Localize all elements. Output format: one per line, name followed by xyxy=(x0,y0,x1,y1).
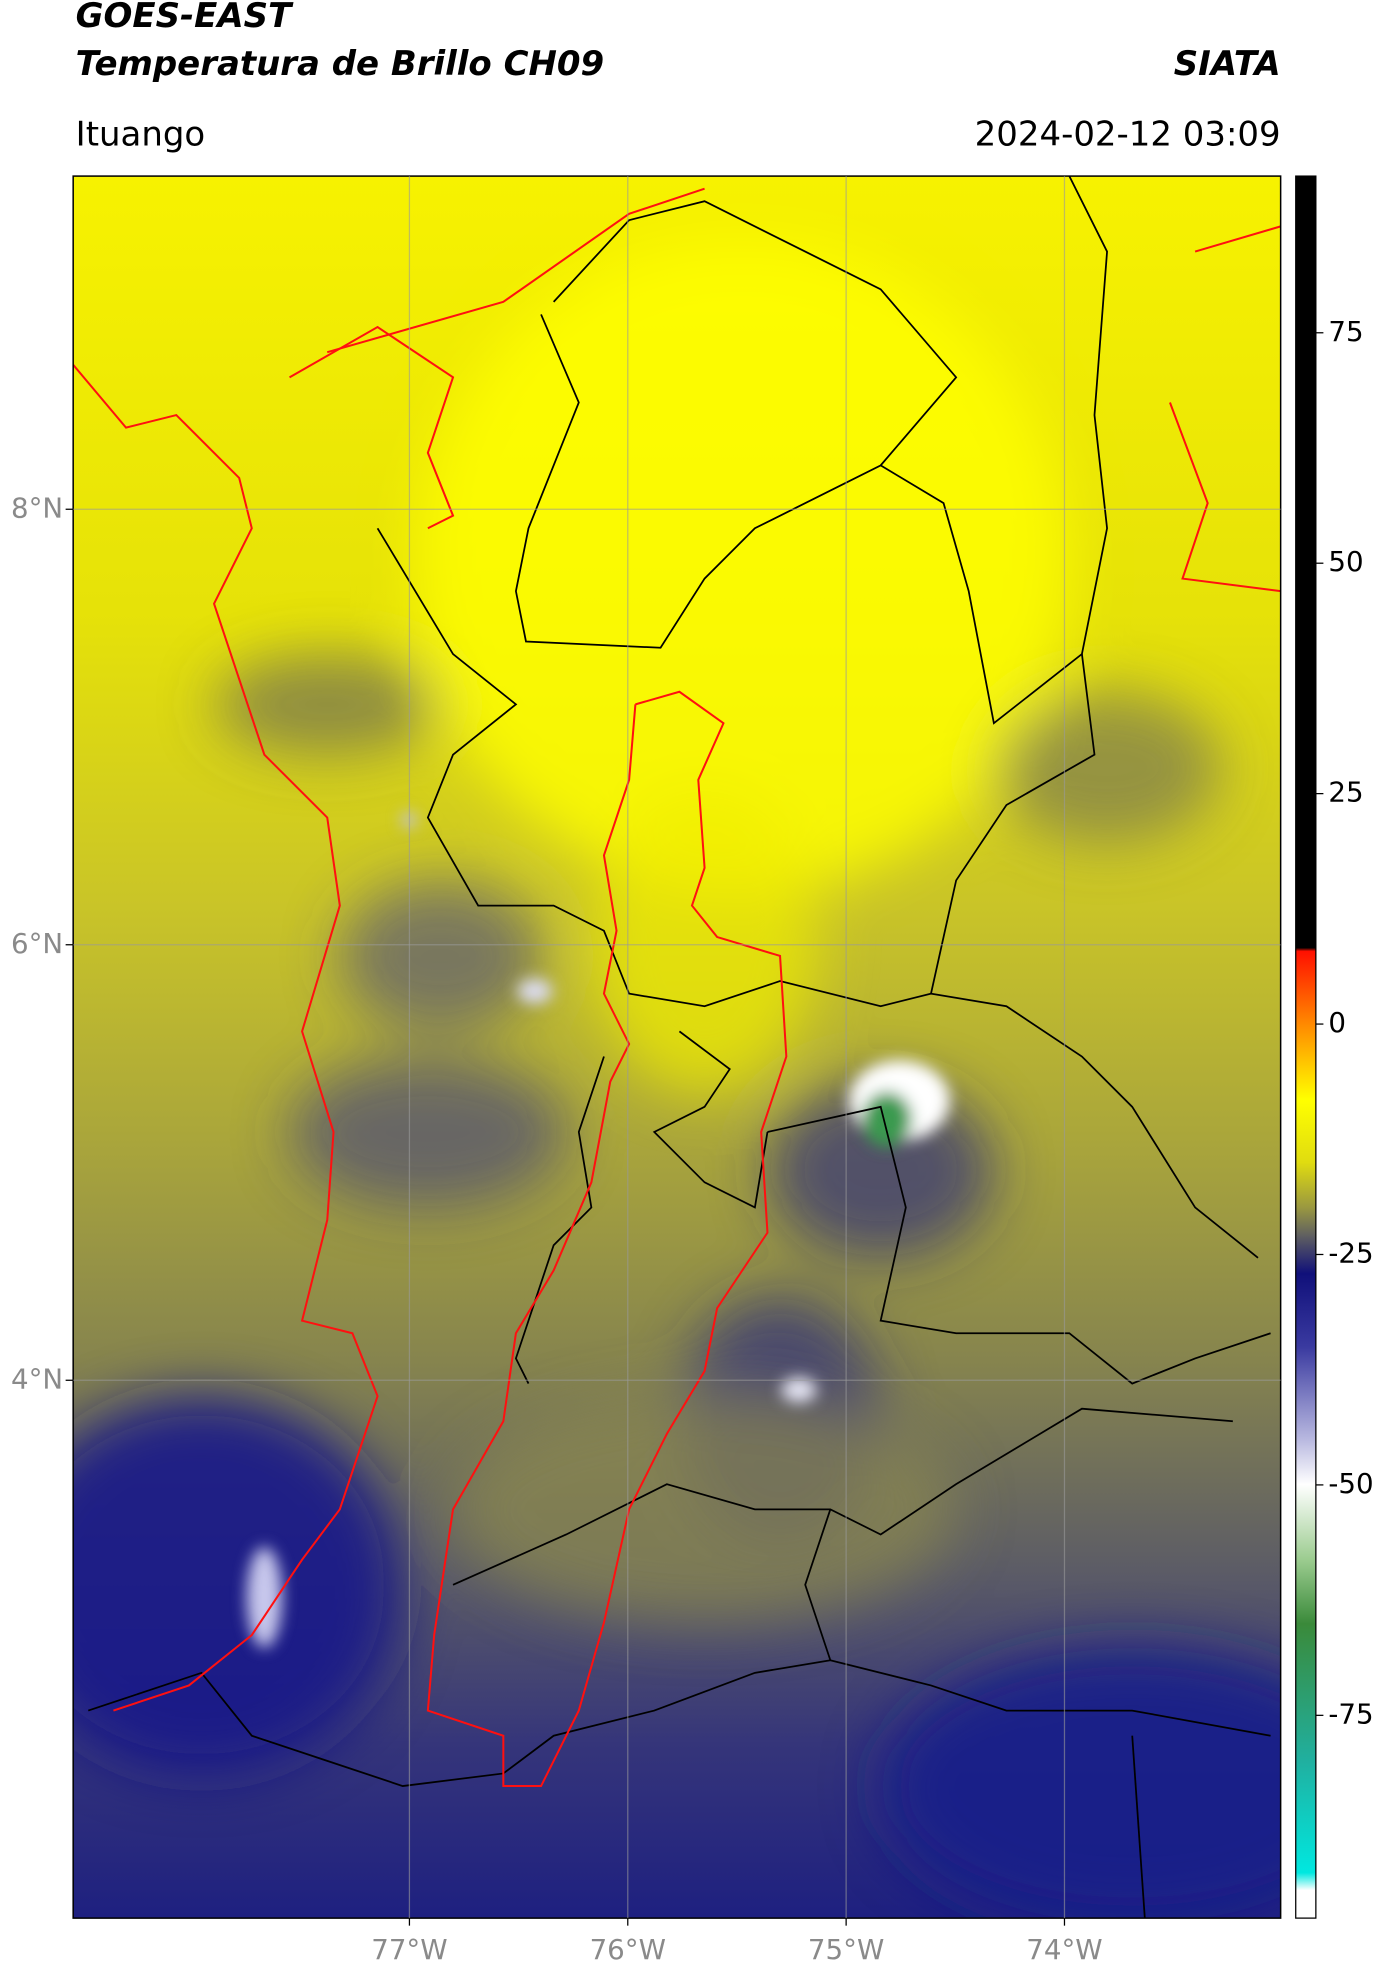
colorbar-tick-label: 0 xyxy=(1328,1006,1346,1039)
map-image xyxy=(73,176,1281,1919)
source: SIATA xyxy=(1174,44,1281,84)
x-tick-label: 74°W xyxy=(1026,1933,1102,1966)
x-tick-label: 76°W xyxy=(590,1933,666,1966)
title: GOES-EAST xyxy=(76,0,294,36)
colorbar-tick-label: -50 xyxy=(1328,1467,1373,1500)
colorbar-tick-label: 50 xyxy=(1328,545,1363,578)
x-tick-label: 77°W xyxy=(371,1933,447,1966)
x-tick-label: 75°W xyxy=(808,1933,884,1966)
subtitle: Temperatura de Brillo CH09 xyxy=(76,44,604,84)
colorbar-tick-label: -75 xyxy=(1328,1697,1373,1730)
colorbar xyxy=(1295,175,1317,1919)
location: Ituango xyxy=(76,114,206,154)
colorbar-tick-label: -25 xyxy=(1328,1236,1373,1269)
y-tick-label: 6°N xyxy=(11,927,63,960)
y-tick-label: 4°N xyxy=(11,1362,63,1395)
colorbar-tick-label: 75 xyxy=(1328,315,1363,348)
datetime: 2024-02-12 03:09 xyxy=(975,114,1281,154)
map-frame xyxy=(72,175,1282,1919)
y-tick-label: 8°N xyxy=(11,491,63,524)
colorbar-tick-label: 25 xyxy=(1328,776,1363,809)
